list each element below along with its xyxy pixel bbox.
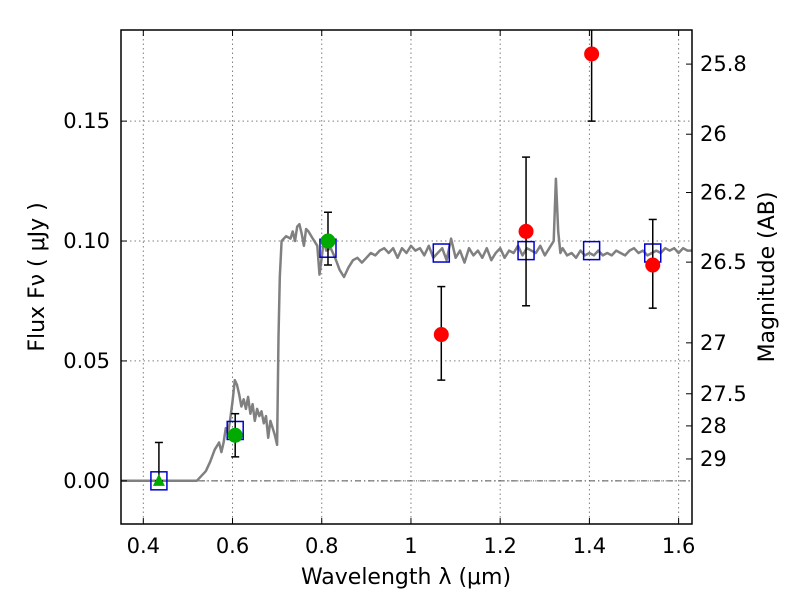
x-tick-label: 0.6 [216,534,249,558]
x-tick-label: 1.4 [573,534,606,558]
model-sed-layer [121,177,692,483]
observed-point [645,257,661,273]
right-tick-label: 27.5 [700,382,747,406]
tick-layer: 0.4 0.6 0.8 1 1.2 1.4 1.6 0.00 0.05 0.10 0.15 25.8 2… [63,30,747,558]
right-tick-label: 26 [700,122,727,146]
x-axis-title: Wavelength λ (μm) [301,565,511,590]
right-tick-label: 26.5 [700,250,747,274]
model-sed-line [121,177,692,483]
model-photometry-square [432,243,451,263]
y-tick-label: 0.00 [63,469,110,493]
right-tick-label: 27 [700,331,727,355]
observed-point [584,46,600,62]
right-tick-label: 25.8 [700,52,747,76]
grid-layer [121,30,692,524]
x-tick-label: 1.6 [662,534,695,558]
plot-frame [120,29,693,525]
x-tick-label: 1.2 [483,534,516,558]
right-tick-label: 29 [700,447,727,471]
right-tick-label: 26.2 [700,181,747,205]
y-axis-title: Flux Fν ( μJy ) [25,202,50,351]
observed-point [227,427,243,443]
x-tick-label: 0.4 [127,534,160,558]
upper-limit-triangle [152,473,165,486]
x-tick-label: 1 [404,534,417,558]
y-tick-label: 0.10 [63,229,110,253]
observed-point [320,233,336,249]
observed-point [518,223,534,239]
x-tick-label: 0.8 [305,534,338,558]
observed-point [433,327,449,343]
right-axis-title: Magnitude (AB) [755,192,780,363]
marker-layer [150,30,662,491]
model-photometry-square [582,240,601,261]
right-tick-label: 28 [700,414,727,438]
y-tick-label: 0.15 [63,109,110,133]
y-tick-label: 0.05 [63,349,110,373]
